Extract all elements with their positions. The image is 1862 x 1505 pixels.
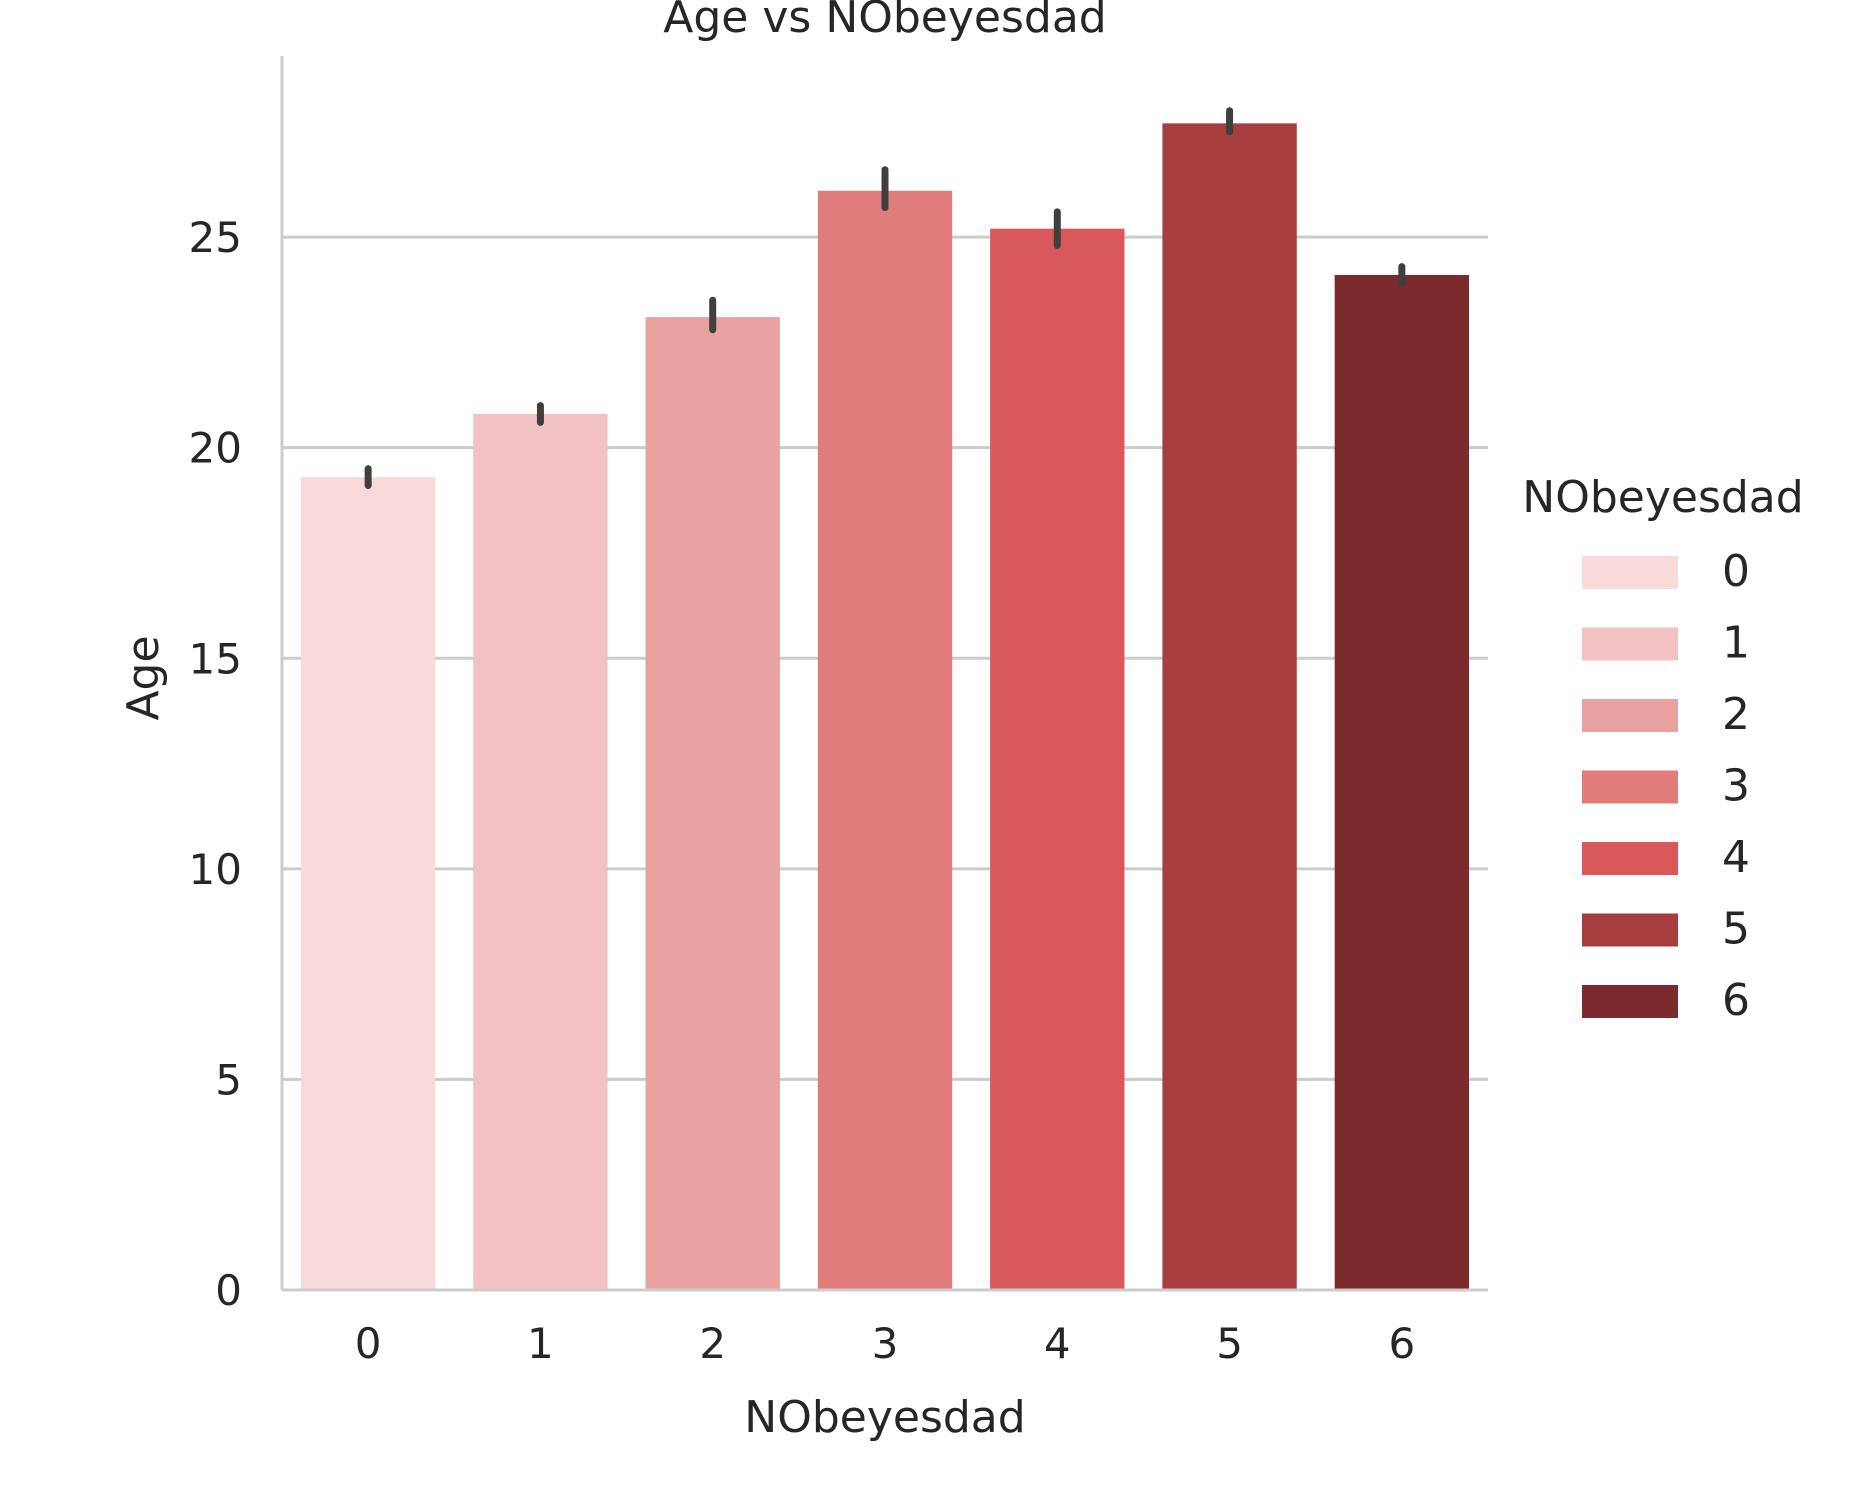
x-tick-labels: 0 1 2 3 4 5 6 <box>355 1319 1415 1368</box>
legend-label: 6 <box>1722 975 1750 1026</box>
legend-entries: 0 1 2 3 4 5 6 <box>1582 546 1750 1026</box>
axes <box>280 56 1488 1292</box>
x-tick-label: 2 <box>699 1319 726 1368</box>
legend: NObeyesdad 0 1 2 3 4 5 6 <box>1522 472 1803 1026</box>
legend-swatch-3 <box>1582 770 1678 804</box>
y-tick-labels: 0 5 10 15 20 25 <box>189 213 242 1315</box>
legend-swatch-4 <box>1582 842 1678 875</box>
bar-4 <box>990 228 1125 1290</box>
legend-label: 2 <box>1722 689 1750 740</box>
legend-swatch-0 <box>1582 556 1678 589</box>
x-tick-label: 3 <box>872 1319 899 1368</box>
y-axis-label: Age <box>118 635 169 720</box>
y-tick-label: 5 <box>215 1055 242 1104</box>
error-bars <box>364 107 1406 490</box>
legend-label: 5 <box>1722 904 1750 955</box>
x-tick-label: 1 <box>527 1319 554 1368</box>
bar-5 <box>1162 123 1297 1291</box>
bar-2 <box>645 317 780 1290</box>
legend-label: 4 <box>1722 832 1750 883</box>
legend-title: NObeyesdad <box>1522 472 1803 523</box>
y-tick-label: 0 <box>215 1266 242 1315</box>
bar-3 <box>817 190 953 1290</box>
legend-swatch-6 <box>1582 985 1678 1018</box>
chart-title: Age vs NObeyesdad <box>663 0 1106 43</box>
y-tick-label: 15 <box>189 634 242 683</box>
y-tick-label: 20 <box>189 424 242 473</box>
bars <box>300 123 1470 1291</box>
x-axis-label: NObeyesdad <box>744 1392 1025 1443</box>
legend-swatch-5 <box>1582 913 1678 947</box>
bar-0 <box>300 477 436 1290</box>
x-tick-label: 0 <box>355 1319 382 1368</box>
x-tick-label: 5 <box>1216 1319 1243 1368</box>
legend-label: 0 <box>1722 546 1750 597</box>
bar-1 <box>473 413 608 1291</box>
bar-6 <box>1334 275 1470 1290</box>
legend-swatch-1 <box>1582 627 1678 661</box>
legend-label: 1 <box>1722 618 1750 669</box>
legend-swatch-2 <box>1582 699 1678 732</box>
x-tick-label: 6 <box>1388 1319 1415 1368</box>
y-tick-label: 10 <box>189 845 242 894</box>
x-tick-label: 4 <box>1044 1319 1071 1368</box>
legend-label: 3 <box>1722 761 1750 812</box>
y-tick-label: 25 <box>189 213 242 262</box>
